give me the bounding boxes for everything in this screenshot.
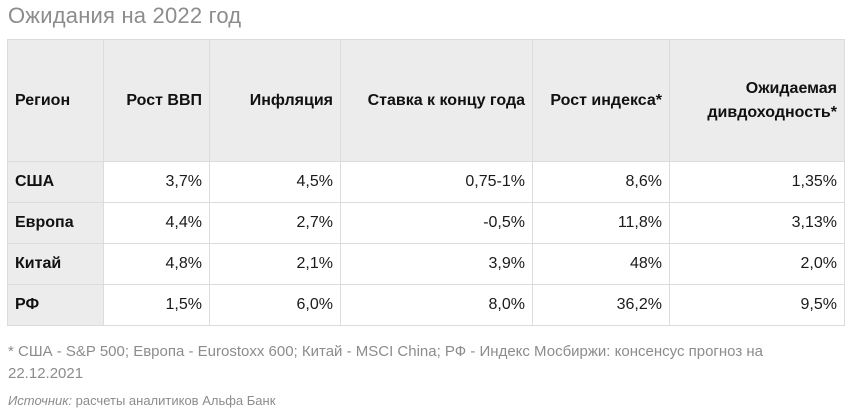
table-cell: 9,5% (669, 284, 845, 326)
row-label: Европа (7, 202, 104, 244)
table-cell: 3,9% (340, 243, 533, 285)
table-cell: 4,5% (209, 161, 341, 203)
row-label: США (7, 161, 104, 203)
table-cell: 36,2% (532, 284, 670, 326)
footnote: * США - S&P 500; Европа - Eurostoxx 600;… (8, 343, 764, 382)
table-cell: 48% (532, 243, 670, 285)
table-cell: 8,6% (532, 161, 670, 203)
table-cell: 3,13% (669, 202, 845, 244)
column-header-dividend-yield: Ожидаемая дивдоходность* (669, 39, 845, 162)
row-label: РФ (7, 284, 104, 326)
source-note: Источник: расчеты аналитиков Альфа Банк (8, 393, 275, 408)
table-cell: 2,1% (209, 243, 341, 285)
column-header-inflation: Инфляция (209, 39, 341, 162)
source-label: Источник: (8, 393, 72, 408)
table-cell: 6,0% (209, 284, 341, 326)
table-row: РФ 1,5% 6,0% 8,0% 36,2% 9,5% (7, 284, 845, 326)
table-cell: 2,0% (669, 243, 845, 285)
table-cell: 3,7% (103, 161, 210, 203)
table-header-row: Регион Рост ВВП Инфляция Ставка к концу … (7, 39, 845, 162)
forecast-table: Регион Рост ВВП Инфляция Ставка к концу … (7, 39, 845, 326)
table-cell: 4,4% (103, 202, 210, 244)
table-cell: 11,8% (532, 202, 670, 244)
table-cell: 1,5% (103, 284, 210, 326)
table-row: США 3,7% 4,5% 0,75-1% 8,6% 1,35% (7, 161, 845, 203)
table-row: Китай 4,8% 2,1% 3,9% 48% 2,0% (7, 243, 845, 285)
row-label: Китай (7, 243, 104, 285)
table-cell: -0,5% (340, 202, 533, 244)
source-text: расчеты аналитиков Альфа Банк (72, 393, 276, 408)
table-cell: 0,75-1% (340, 161, 533, 203)
table-cell: 1,35% (669, 161, 845, 203)
table-cell: 4,8% (103, 243, 210, 285)
column-header-index-growth: Рост индекса* (532, 39, 670, 162)
column-header-region: Регион (7, 39, 104, 162)
table-cell: 8,0% (340, 284, 533, 326)
table-cell: 2,7% (209, 202, 341, 244)
column-header-gdp-growth: Рост ВВП (103, 39, 210, 162)
page-title: Ожидания на 2022 год (8, 3, 242, 28)
table-row: Европа 4,4% 2,7% -0,5% 11,8% 3,13% (7, 202, 845, 244)
column-header-rate: Ставка к концу года (340, 39, 533, 162)
